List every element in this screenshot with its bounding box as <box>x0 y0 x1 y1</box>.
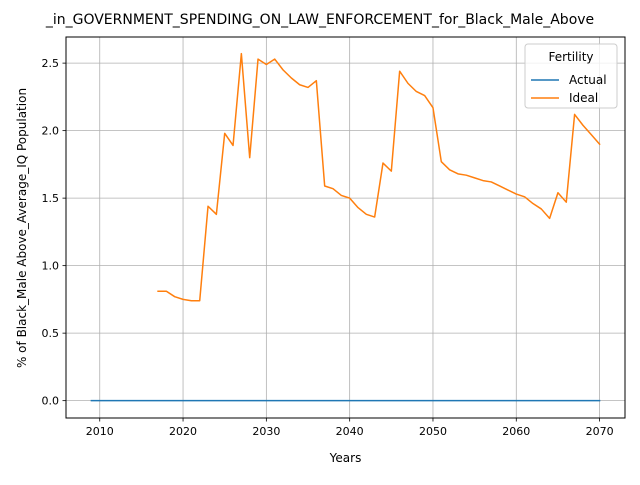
x-axis-label: Years <box>329 451 362 465</box>
x-tick-label: 2040 <box>336 425 364 438</box>
x-tick-label: 2060 <box>502 425 530 438</box>
y-tick-label: 0.5 <box>42 327 60 340</box>
x-tick-label: 2050 <box>419 425 447 438</box>
y-tick-label: 1.0 <box>42 260 60 273</box>
y-tick-label: 2.5 <box>42 57 60 70</box>
x-tick-label: 2070 <box>586 425 614 438</box>
axis-ticks: 2010 2020 2030 2040 2050 2060 2070 0.0 0.5 1.0 1.5… <box>42 57 614 438</box>
legend: Fertility Actual Ideal <box>524 43 618 109</box>
series-line-ideal <box>157 52 601 302</box>
x-tick-label: 2020 <box>169 425 197 438</box>
axes-frame <box>65 36 626 419</box>
series-lines <box>90 52 601 402</box>
legend-label-ideal: Ideal <box>569 91 598 105</box>
x-tick-label: 2030 <box>252 425 280 438</box>
legend-title: Fertility <box>548 50 593 64</box>
y-tick-label: 1.5 <box>42 192 60 205</box>
chart-title: _in_GOVERNMENT_SPENDING_ON_LAW_ENFORCEME… <box>45 12 594 28</box>
legend-label-actual: Actual <box>569 73 607 87</box>
y-tick-label: 2.0 <box>42 125 60 138</box>
x-tick-label: 2010 <box>86 425 114 438</box>
y-tick-label: 0.0 <box>42 395 60 408</box>
legend-box <box>524 43 618 109</box>
y-axis-label: % of Black_Male Above_Average_IQ Populat… <box>15 88 29 368</box>
